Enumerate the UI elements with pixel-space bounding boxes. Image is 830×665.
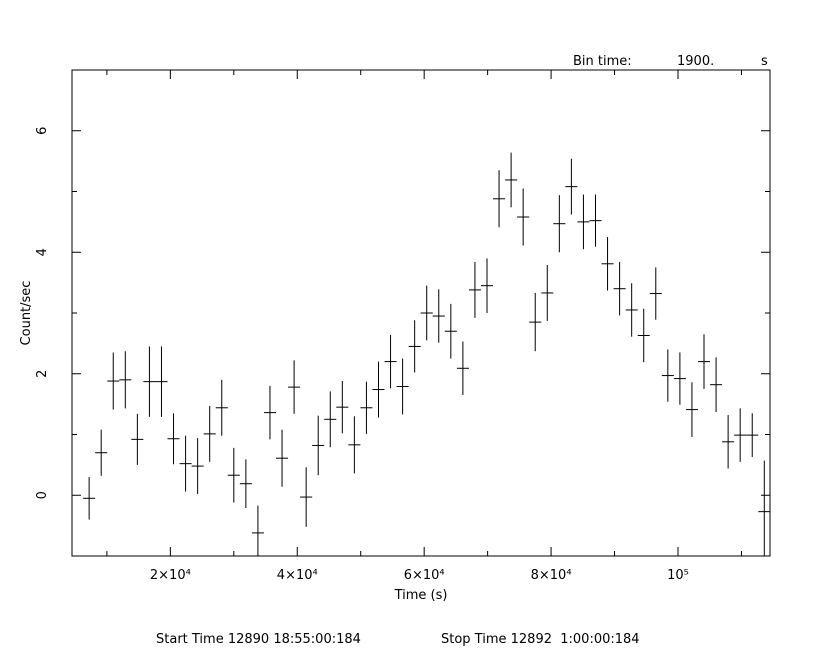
- data-point: [468, 261, 481, 318]
- data-point: [746, 413, 759, 457]
- data-point: [649, 267, 662, 320]
- data-point: [697, 334, 711, 389]
- data-point: [637, 308, 650, 363]
- data-point: [661, 349, 674, 402]
- data-point: [710, 357, 723, 413]
- data-point: [553, 195, 566, 253]
- data-point: [673, 352, 686, 405]
- data-point: [312, 415, 325, 476]
- data-point: [589, 194, 602, 247]
- data-point: [517, 188, 530, 246]
- x-tick-label: 2×10⁴: [150, 568, 191, 583]
- data-point: [276, 429, 289, 487]
- data-point: [336, 381, 349, 434]
- data-point: [734, 408, 747, 462]
- data-point: [95, 429, 108, 476]
- y-tick-label: 2: [35, 370, 50, 378]
- data-point: [288, 360, 301, 414]
- stop-time-text: Stop Time 12892 1:00:00:184: [441, 632, 640, 647]
- data-point: [83, 477, 96, 520]
- axis-ticks: [72, 69, 770, 557]
- x-tick-label: 8×10⁴: [531, 568, 572, 583]
- data-point: [215, 379, 228, 436]
- data-point: [227, 447, 240, 503]
- y-axis-label: Count/sec: [19, 281, 34, 346]
- data-point: [239, 459, 252, 509]
- data-point: [601, 237, 614, 291]
- x-tick-label: 10⁵: [667, 568, 689, 583]
- x-tick-labels: 2×10⁴ 4×10⁴ 6×10⁴ 8×10⁴ 10⁵: [150, 568, 689, 583]
- data-point: [420, 285, 433, 341]
- y-tick-label: 0: [35, 491, 50, 499]
- data-point: [131, 413, 144, 465]
- data-point: [107, 352, 120, 410]
- data-point: [324, 391, 337, 448]
- data-point: [143, 346, 156, 417]
- bin-time-value: 1900.: [677, 54, 714, 69]
- data-point: [155, 346, 168, 417]
- data-point: [529, 292, 542, 352]
- data-point: [119, 351, 132, 409]
- data-point: [565, 158, 578, 215]
- data-point: [251, 505, 264, 556]
- data-point: [685, 382, 698, 437]
- data-point: [505, 152, 518, 208]
- x-tick-label: 6×10⁴: [404, 568, 445, 583]
- y-tick-label: 6: [35, 127, 50, 135]
- y-tick-label: 4: [35, 248, 50, 256]
- data-points: [83, 152, 770, 556]
- data-point: [625, 283, 638, 337]
- data-point: [722, 415, 735, 469]
- data-point: [360, 381, 373, 434]
- data-point: [300, 467, 313, 527]
- bin-time-label: Bin time:: [573, 54, 632, 69]
- data-point: [480, 258, 494, 313]
- data-point: [577, 194, 590, 250]
- data-point: [541, 265, 554, 321]
- data-point: [396, 358, 409, 415]
- data-point: [408, 320, 421, 373]
- data-point: [384, 334, 397, 389]
- data-point: [456, 341, 469, 396]
- x-tick-label: 4×10⁴: [277, 568, 318, 583]
- data-point: [167, 413, 180, 465]
- start-time-text: Start Time 12890 18:55:00:184: [156, 632, 361, 647]
- data-point: [432, 289, 445, 343]
- data-point: [203, 405, 216, 462]
- data-point: [348, 416, 361, 474]
- data-point: [613, 261, 626, 316]
- data-point: [191, 438, 204, 495]
- bin-time-unit: s: [761, 54, 768, 69]
- data-point: [179, 435, 192, 492]
- x-axis-label: Time (s): [394, 588, 448, 603]
- y-tick-labels: 0 2 4 6: [35, 127, 50, 500]
- data-point: [263, 385, 277, 440]
- data-point: [758, 460, 770, 556]
- data-point: [444, 303, 457, 359]
- data-point: [372, 361, 385, 418]
- data-point: [493, 170, 506, 228]
